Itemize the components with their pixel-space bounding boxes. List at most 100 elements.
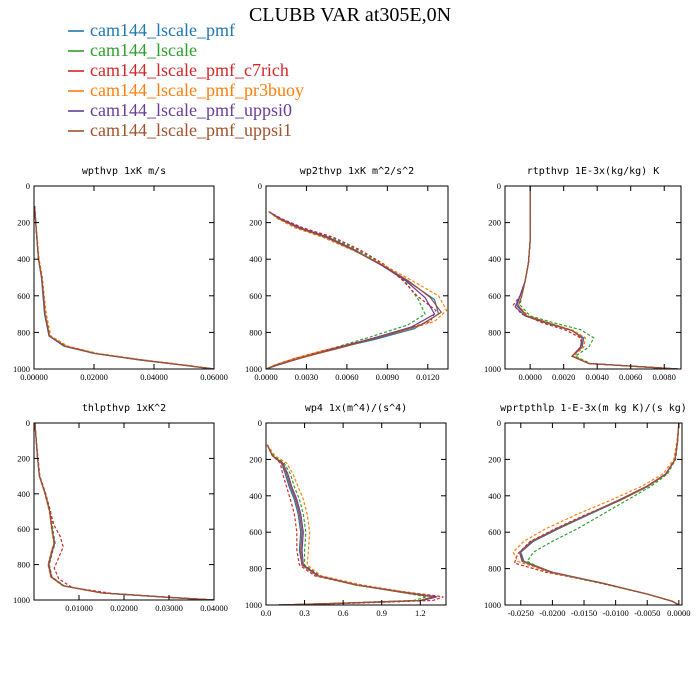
series-line [34,423,214,600]
series-line [266,444,434,605]
y-tick-label: 1000 [13,595,30,605]
x-tick-label: 0.0020 [552,372,575,382]
plot-frame [265,422,447,606]
x-tick-label: 0.0000 [254,372,277,382]
legend-entry: cam144_lscale_pmf [68,20,235,40]
series-line [513,423,680,605]
legend-label: cam144_lscale_pmf [90,20,235,40]
series-line [34,423,214,600]
panel-title: thlpthvp 1xK^2 [82,403,166,414]
y-tick-label: 0 [26,418,30,428]
panel-title: rtpthvp 1E-3x(kg/kg) K [527,166,659,177]
legend-label: cam144_lscale_pmf_c7rich [90,60,289,80]
y-tick-label: 800 [249,564,262,574]
x-tick-label: 0.0080 [653,372,676,382]
y-tick-label: 0 [26,181,30,191]
y-tick-label: 600 [249,527,262,537]
x-tick-label: 0.06000 [200,372,228,382]
x-tick-label: 0.0000 [667,608,690,618]
series-line [34,423,214,600]
y-tick-label: 600 [17,524,30,534]
x-tick-label: 0.0060 [619,372,642,382]
x-tick-label: 0.3 [299,608,310,618]
y-tick-label: 800 [17,560,30,570]
x-tick-label: 0.02000 [110,603,138,613]
series-line [519,186,678,369]
x-tick-label: 0.0040 [586,372,609,382]
x-tick-label: 0.03000 [155,603,183,613]
legend-entry: cam144_lscale_pmf_c7rich [68,60,289,80]
panel: wp2thvp 1xK m^2/s^2020040060080010000.00… [245,166,449,382]
y-tick-label: 400 [249,254,262,264]
series-group [266,444,444,605]
series-line [520,423,680,605]
panel: thlpthvp 1xK^2 0 200 400 600 800 1000 0.01000 0.… [13,403,228,613]
series-line [514,186,678,369]
y-tick-label: 800 [488,564,501,574]
panel-title: wp2thvp 1xK m^2/s^2 [300,166,414,177]
panel: wprtpthlp 1-E-3x(m kg K)/(s kg) 0 200 400 60… [484,403,691,618]
legend: cam144_lscale_pmfcam144_lscalecam144_lsc… [68,20,304,140]
y-tick-label: 0 [258,181,262,191]
legend-label: cam144_lscale [90,40,197,60]
panel-title: wpthvp 1xK m/s [82,166,166,177]
plot-frame [265,185,449,370]
x-tick-label: 0.6 [338,608,349,618]
figure-title: CLUBB VAR at305E,0N [249,4,451,26]
legend-label: cam144_lscale_pmf_uppsi0 [90,100,292,120]
y-tick-label: 200 [249,454,262,464]
panel: rtpthvp 1E-3x(kg/kg) K 0 200 400 600 800 1000 0… [484,166,682,382]
y-tick-label: 1000 [13,364,30,374]
series-line [266,444,438,605]
legend-label: cam144_lscale_pmf_uppsi1 [90,120,292,140]
y-tick-label: 200 [488,218,501,228]
panel-title: wp4 1x(m^4)/(s^4) [305,403,407,414]
legend-entry: cam144_lscale_pmf_pr3buoy [68,80,304,100]
x-tick-label: -0.0200 [539,608,565,618]
y-tick-label: 400 [17,489,30,499]
y-tick-label: 600 [488,291,501,301]
y-tick-label: 0 [497,418,501,428]
y-tick-label: 0 [497,181,501,191]
series-line [517,186,678,369]
series-group [34,206,214,369]
x-tick-label: 0.0000 [518,372,541,382]
x-tick-label: 0.04000 [140,372,168,382]
x-tick-label: 1.2 [415,608,426,618]
series-group [266,211,448,369]
y-tick-label: 400 [249,491,262,501]
x-tick-label: 0.04000 [200,603,228,613]
y-tick-label: 1000 [245,364,262,374]
series-line [34,206,214,369]
y-tick-label: 600 [488,527,501,537]
series-line [517,186,678,369]
series-line [266,211,448,369]
series-line [516,186,678,369]
x-tick-label: 0.02000 [80,372,108,382]
y-tick-label: 1000 [484,364,501,374]
series-line [266,444,427,605]
plot-frame [504,185,682,370]
x-tick-label: 0.0120 [416,372,439,382]
y-tick-label: 600 [249,291,262,301]
series-line [266,211,437,369]
series-line [266,444,436,605]
legend-entry: cam144_lscale_pmf_uppsi1 [68,120,292,140]
plot-frame [33,185,215,370]
y-tick-label: 1000 [484,600,501,610]
y-tick-label: 200 [488,454,501,464]
series-line [266,444,434,605]
series-group [512,423,680,605]
y-tick-label: 800 [17,327,30,337]
y-tick-label: 0 [258,418,262,428]
y-tick-label: 800 [488,327,501,337]
y-tick-label: 400 [17,254,30,264]
x-tick-label: 0.00000 [20,372,48,382]
series-group [34,423,214,600]
y-tick-label: 200 [17,453,30,463]
series-group [512,186,678,369]
